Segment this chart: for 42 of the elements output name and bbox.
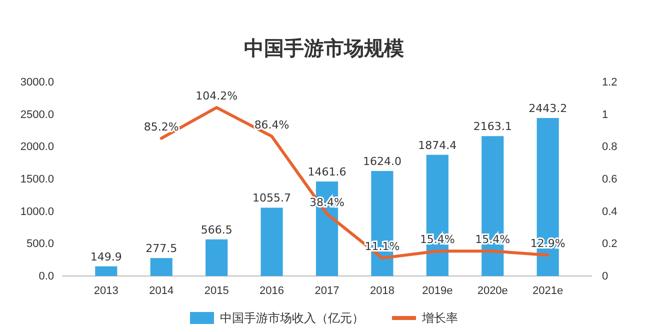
x-tick-label: 2013 <box>94 284 118 297</box>
bar <box>95 266 118 276</box>
bar <box>150 258 172 276</box>
x-tick-label: 2020e <box>477 284 508 297</box>
data-label: 149.9 <box>90 250 122 264</box>
y-tick-label: 3000.0 <box>20 76 54 89</box>
x-tick-label: 2018 <box>370 284 394 297</box>
legend-label: 增长率 <box>421 311 458 325</box>
data-label: 566.5 <box>200 223 232 236</box>
data-label: 85.2% <box>144 120 179 134</box>
data-label: 86.4% <box>254 118 290 132</box>
data-label: 104.2% <box>196 90 238 103</box>
y-tick-label: 1500.0 <box>20 174 54 186</box>
data-label: 1624.0 <box>362 154 402 168</box>
y-tick-label: 2000.0 <box>20 141 54 154</box>
data-label: 277.5 <box>146 242 178 256</box>
y2-tick-label: 1.2 <box>602 76 618 89</box>
x-tick-label: 2017 <box>314 284 340 297</box>
y2-tick-label: 0 <box>602 270 608 283</box>
legend-label: 中国手游市场收入（亿元） <box>220 311 364 325</box>
y2-tick-label: 1 <box>602 108 608 121</box>
y2-tick-label: 0.2 <box>602 238 618 250</box>
y-tick-label: 0.0 <box>38 270 54 283</box>
y2-tick-label: 0.8 <box>602 141 618 154</box>
y-tick-label: 2500.0 <box>20 108 54 121</box>
bar <box>260 208 283 276</box>
data-label: 1055.7 <box>252 192 292 205</box>
bar <box>206 239 228 276</box>
y-tick-label: 500.0 <box>26 238 54 250</box>
chart-title: 中国手游市场规模 <box>244 36 404 60</box>
data-label: 2163.1 <box>473 120 512 134</box>
data-label: 2443.2 <box>528 102 568 116</box>
y2-tick-label: 0.6 <box>602 174 618 186</box>
x-tick-label: 2021e <box>532 284 564 297</box>
y-tick-label: 1000.0 <box>20 206 54 218</box>
data-label: 1874.4 <box>418 138 457 152</box>
y2-tick-label: 0.4 <box>602 206 618 218</box>
x-tick-label: 2015 <box>204 284 229 297</box>
data-label: 1461.6 <box>308 165 346 178</box>
x-tick-label: 2014 <box>149 284 174 297</box>
x-tick-label: 2016 <box>260 284 284 297</box>
x-tick-label: 2019e <box>422 284 453 297</box>
